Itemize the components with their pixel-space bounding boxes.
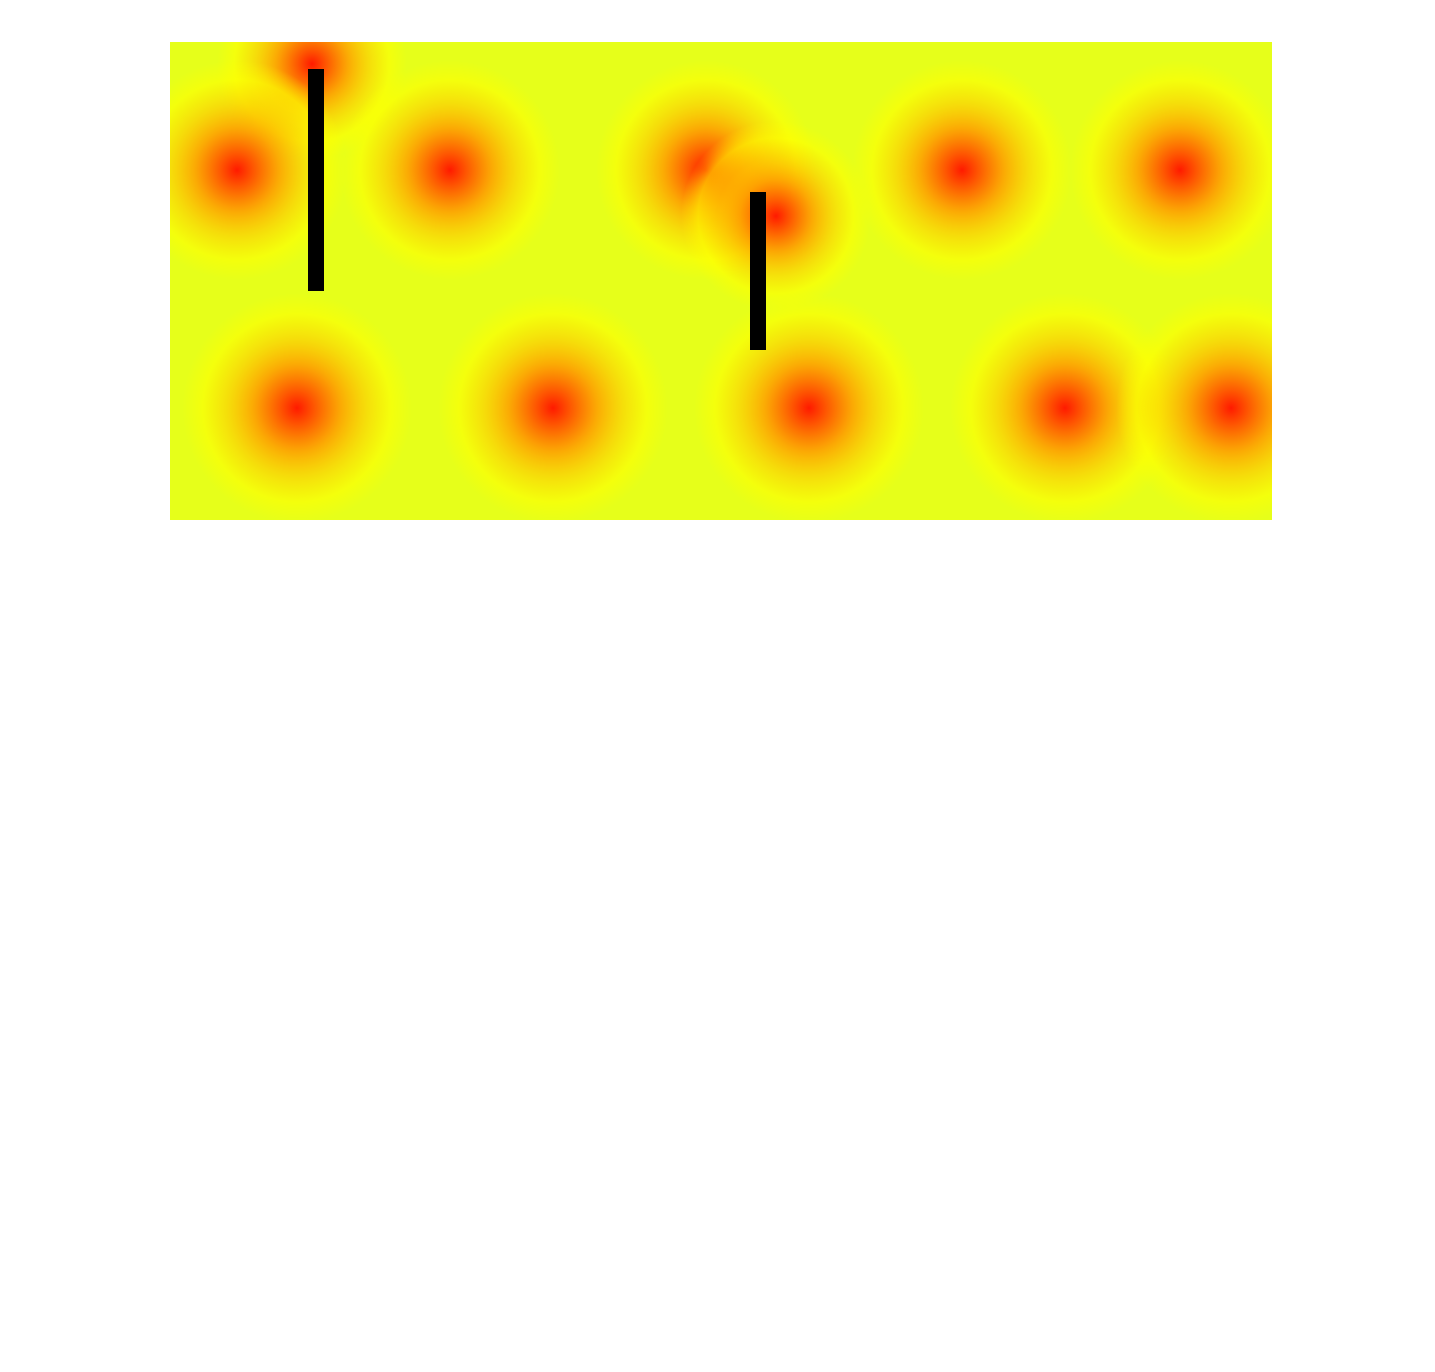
- heat-source-icon[interactable]: [694, 293, 924, 520]
- wall-bar: [750, 192, 766, 350]
- walls-layer: [308, 69, 766, 350]
- heat-source-icon[interactable]: [950, 293, 1180, 520]
- heat-source-icon[interactable]: [182, 293, 412, 520]
- heat-source-icon[interactable]: [681, 121, 871, 311]
- game-canvas[interactable]: [170, 42, 1272, 520]
- heat-source-icon[interactable]: [170, 60, 347, 280]
- wall-bar: [308, 69, 324, 291]
- heat-source-icon[interactable]: [438, 293, 668, 520]
- heat-source-icon[interactable]: [1070, 60, 1272, 280]
- heat-source-icon[interactable]: [852, 60, 1072, 280]
- heat-source-icon[interactable]: [1116, 293, 1272, 520]
- heat-field[interactable]: [170, 42, 1272, 520]
- heat-sources-layer: [170, 42, 1272, 520]
- heat-source-icon[interactable]: [340, 60, 560, 280]
